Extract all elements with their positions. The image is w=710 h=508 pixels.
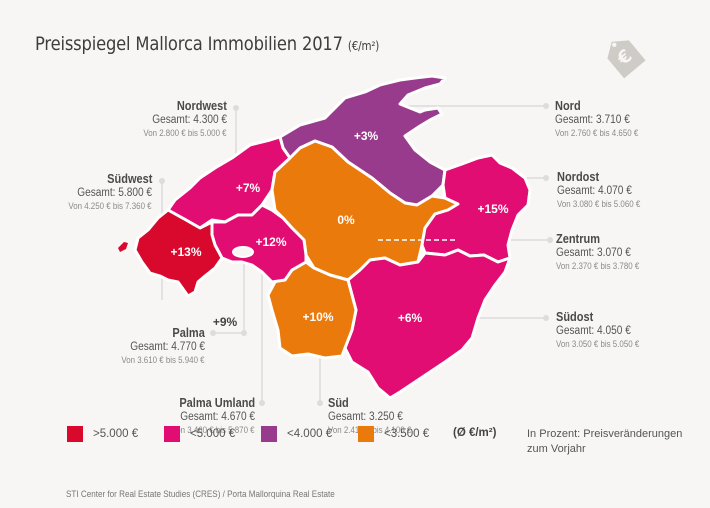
label-suedwest: Südwest Gesamt: 5.800 € Von 4.250 € bis … xyxy=(57,172,152,212)
region-total: Gesamt: 3.070 € xyxy=(556,247,631,259)
region-total: Gesamt: 4.050 € xyxy=(556,325,631,337)
region-range: Von 3.080 € bis 5.060 € xyxy=(557,198,641,209)
region-total: Gesamt: 4.300 € xyxy=(152,114,227,126)
region-range: Von 2.800 € bis 5.000 € xyxy=(143,127,227,138)
region-range: Von 4.250 € bis 7.360 € xyxy=(68,200,152,211)
region-name: Nordost xyxy=(557,170,600,184)
source-credit: STI Center for Real Estate Studies (CRES… xyxy=(66,489,335,499)
region-range: Von 2.760 € bis 4.650 € xyxy=(555,127,639,138)
legend-swatch-purple xyxy=(261,426,277,442)
label-palma-umland: Palma Umland Gesamt: 4.670 € Von 3.460 €… xyxy=(160,396,255,436)
legend-label: <4.000 € xyxy=(287,428,333,440)
legend-unit: (Ø €/m²) xyxy=(453,427,497,439)
legend-swatch-red xyxy=(67,426,83,442)
region-name: Südost xyxy=(556,310,594,324)
region-total: Gesamt: 4.670 € xyxy=(180,411,255,423)
pct-palma-umland: +12% xyxy=(255,235,287,249)
legend-note-line2: zum Vorjahr xyxy=(527,442,586,455)
region-range: Von 3.050 € bis 5.050 € xyxy=(556,338,640,349)
region-total: Gesamt: 4.070 € xyxy=(557,185,632,197)
legend-swatch-orange xyxy=(358,426,374,442)
pct-nord: +3% xyxy=(353,129,379,143)
legend-label: >5.000 € xyxy=(93,428,139,440)
label-zentrum: Zentrum Gesamt: 3.070 € Von 2.370 € bis … xyxy=(556,232,651,272)
legend-label: <3.500 € xyxy=(384,428,430,440)
region-name: Süd xyxy=(328,396,349,410)
pct-nordwest: +7% xyxy=(235,181,261,195)
euro-price-tag-icon: € xyxy=(607,40,646,79)
label-suedost: Südost Gesamt: 4.050 € Von 3.050 € bis 5… xyxy=(556,310,651,350)
label-palma: Palma Gesamt: 4.770 € Von 3.610 € bis 5.… xyxy=(110,326,205,366)
region-palma-umland[interactable] xyxy=(210,203,308,284)
legend-item-lt3500: <3.500 € xyxy=(358,426,429,442)
pct-nordost: +15% xyxy=(477,202,509,216)
region-name: Palma xyxy=(172,326,205,340)
region-name: Zentrum xyxy=(556,232,600,246)
palma-bay xyxy=(232,246,254,258)
label-nordwest: Nordwest Gesamt: 4.300 € Von 2.800 € bis… xyxy=(132,99,227,139)
pct-palma: +9% xyxy=(212,315,238,329)
pct-suedost: +6% xyxy=(397,311,423,325)
label-nordost: Nordost Gesamt: 4.070 € Von 3.080 € bis … xyxy=(557,170,652,210)
title-unit: (€/m²) xyxy=(347,39,380,53)
pct-suedwest: +13% xyxy=(170,245,202,259)
region-suedost[interactable] xyxy=(343,248,512,400)
legend-item-gt5000: >5.000 € xyxy=(67,426,138,442)
legend-swatch-magenta xyxy=(164,426,180,442)
legend: >5.000 € <5.000 € <4.000 € <3.500 € (Ø €… xyxy=(67,426,707,466)
region-range: Von 3.460 € bis 5.870 € xyxy=(171,424,255,435)
islet-dragonera xyxy=(118,242,128,252)
region-total: Gesamt: 3.250 € xyxy=(328,411,403,423)
legend-note-line1: In Prozent: Preisveränderungen xyxy=(527,428,683,440)
region-name: Palma Umland xyxy=(179,396,255,410)
legend-item-lt4000: <4.000 € xyxy=(261,426,332,442)
page-title: Preisspiegel Mallorca Immobilien 2017 (€… xyxy=(35,33,379,55)
region-range: Von 3.610 € bis 5.940 € xyxy=(121,354,205,365)
region-name: Südwest xyxy=(106,172,152,186)
legend-note: In Prozent: Preisveränderungen zum Vorja… xyxy=(527,427,682,457)
region-name: Nord xyxy=(555,99,581,113)
legend-label: <5.000 € xyxy=(190,428,236,440)
title-main: Preisspiegel Mallorca Immobilien 2017 xyxy=(35,33,343,55)
legend-item-lt5000: <5.000 € xyxy=(164,426,235,442)
label-nord: Nord Gesamt: 3.710 € Von 2.760 € bis 4.6… xyxy=(555,99,650,139)
region-range: Von 2.370 € bis 3.780 € xyxy=(556,260,640,271)
region-total: Gesamt: 4.770 € xyxy=(130,341,205,353)
region-sued[interactable] xyxy=(266,260,358,360)
region-name: Nordwest xyxy=(176,99,227,113)
region-total: Gesamt: 5.800 € xyxy=(77,187,152,199)
pct-sued: +10% xyxy=(302,310,334,324)
region-total: Gesamt: 3.710 € xyxy=(555,114,630,126)
pct-zentrum: 0% xyxy=(337,213,355,227)
region-suedwest[interactable] xyxy=(133,208,224,298)
